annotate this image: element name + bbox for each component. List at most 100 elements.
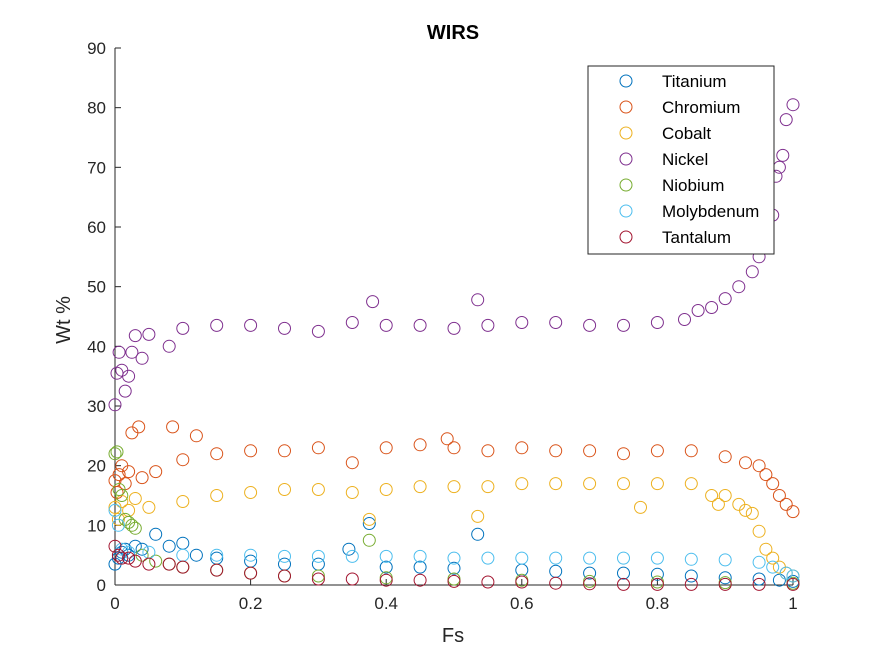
- chart-title: WIRS: [427, 22, 479, 44]
- data-point: [752, 555, 766, 569]
- data-point: [447, 574, 461, 588]
- data-point: [366, 295, 380, 309]
- data-point: [278, 321, 291, 335]
- data-point: [345, 572, 359, 586]
- data-point: [111, 548, 125, 562]
- data-point: [149, 554, 163, 568]
- data-point: [342, 542, 356, 556]
- legend-label: Titanium: [662, 72, 727, 91]
- series-nickel: [108, 98, 800, 412]
- data-point: [766, 551, 780, 565]
- data-point: [549, 444, 563, 458]
- y-tick-label: 0: [97, 576, 106, 595]
- data-point: [711, 497, 725, 511]
- data-point: [739, 503, 752, 517]
- data-point: [135, 542, 149, 556]
- data-point: [112, 483, 126, 496]
- y-tick-label: 10: [87, 516, 106, 535]
- x-axis-title: Fs: [442, 625, 464, 647]
- data-point: [210, 318, 224, 332]
- data-point: [739, 456, 752, 470]
- data-point: [413, 318, 427, 332]
- data-point: [413, 438, 427, 452]
- data-point: [135, 471, 149, 485]
- y-tick-label: 90: [87, 39, 106, 58]
- x-tick-label: 1: [788, 594, 797, 613]
- data-point: [549, 477, 563, 491]
- data-point: [691, 304, 705, 317]
- data-point: [759, 542, 773, 556]
- legend-marker: [619, 204, 633, 218]
- legend-marker: [619, 126, 633, 140]
- data-point: [311, 483, 325, 496]
- data-point: [128, 521, 142, 535]
- data-point: [379, 573, 393, 587]
- data-point: [447, 480, 461, 494]
- data-point: [718, 553, 732, 567]
- data-point: [678, 313, 691, 326]
- data-point: [149, 527, 163, 541]
- data-point: [135, 351, 149, 365]
- data-point: [481, 575, 495, 589]
- data-point: [772, 573, 786, 587]
- data-point: [112, 468, 126, 482]
- data-point: [128, 492, 142, 505]
- data-point: [278, 483, 291, 496]
- data-point: [311, 569, 325, 583]
- data-point: [583, 477, 597, 491]
- data-point: [481, 480, 495, 494]
- data-point: [718, 489, 732, 502]
- y-tick-label: 80: [87, 99, 106, 118]
- data-point: [772, 489, 786, 502]
- data-point: [718, 450, 732, 464]
- x-tick-label: 0.2: [239, 594, 263, 613]
- data-point: [752, 577, 766, 591]
- data-point: [752, 572, 766, 586]
- legend-label: Nickel: [662, 150, 708, 169]
- data-point: [634, 500, 647, 514]
- data-point: [549, 316, 563, 329]
- y-tick-label: 20: [87, 457, 106, 476]
- legend-marker: [619, 178, 633, 192]
- data-point: [471, 509, 485, 523]
- legend-label: Molybdenum: [662, 202, 759, 221]
- data-point: [617, 447, 630, 461]
- data-point: [684, 577, 698, 591]
- y-tick-label: 50: [87, 278, 106, 297]
- data-point: [617, 551, 630, 565]
- data-point: [210, 548, 224, 562]
- legend-label: Chromium: [662, 98, 740, 117]
- data-point: [210, 447, 224, 461]
- x-tick-label: 0.6: [510, 594, 534, 613]
- data-point: [115, 551, 129, 565]
- data-point: [471, 293, 485, 307]
- data-point: [583, 551, 597, 565]
- legend-label: Tantalum: [662, 228, 731, 247]
- legend-marker: [619, 74, 633, 88]
- y-axis-title: Wt %: [53, 296, 75, 344]
- data-point: [108, 447, 122, 461]
- data-point: [549, 576, 563, 590]
- series-cobalt: [108, 477, 800, 583]
- data-point: [650, 444, 664, 458]
- data-point: [278, 569, 291, 583]
- data-point: [379, 483, 393, 496]
- data-point: [311, 441, 325, 455]
- data-point: [617, 477, 630, 491]
- data-point: [142, 327, 156, 341]
- data-point: [779, 497, 793, 511]
- data-point: [413, 480, 427, 494]
- data-point: [583, 566, 597, 580]
- legend: Titanium Chromium Cobalt Nickel Niobium Molyb…: [587, 65, 775, 255]
- data-point: [362, 512, 376, 526]
- data-point: [752, 459, 766, 473]
- data-point: [766, 560, 780, 574]
- legend-marker: [619, 100, 633, 114]
- data-point: [617, 318, 630, 332]
- data-point: [617, 566, 630, 580]
- data-point: [515, 316, 529, 329]
- data-point: [162, 339, 176, 353]
- data-point: [481, 318, 495, 332]
- data-point: [176, 453, 190, 467]
- data-point: [684, 444, 698, 458]
